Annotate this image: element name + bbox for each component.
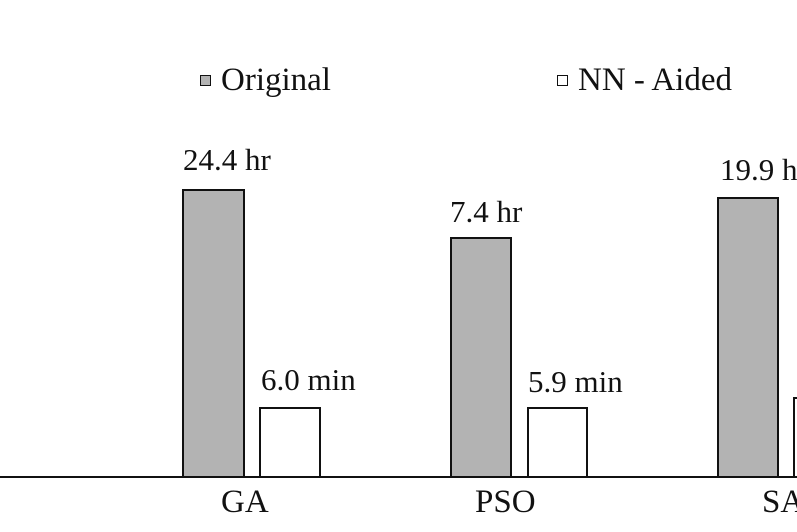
bar-value-label: 5.9 min: [528, 364, 623, 399]
bar-ga-original: [182, 189, 245, 477]
bar-pso-original: [450, 237, 512, 477]
bar-value-label: 24.4 hr: [183, 142, 271, 177]
category-label-sa: SA: [762, 484, 797, 520]
legend-item-nn-aided: NN - Aided: [557, 60, 732, 100]
bar-sa-original: [717, 197, 779, 477]
legend-swatch-nn-aided: [557, 74, 568, 86]
bar-value-label: 6.0 min: [261, 362, 356, 397]
bar-pso-nn-aided: [527, 407, 588, 477]
x-axis-baseline: [0, 476, 797, 478]
legend-item-original: Original: [200, 60, 331, 100]
bar-ga-nn-aided: [259, 407, 321, 477]
category-label-pso: PSO: [475, 484, 536, 520]
legend-label-original: Original: [221, 62, 331, 98]
bar-sa-nn-aided: [793, 397, 797, 477]
bar-value-label: 7.4 hr: [450, 194, 523, 229]
bar-value-label: 19.9 h: [720, 152, 797, 187]
legend-label-nn-aided: NN - Aided: [578, 62, 732, 98]
legend-swatch-original: [200, 74, 211, 86]
category-label-ga: GA: [221, 484, 269, 520]
